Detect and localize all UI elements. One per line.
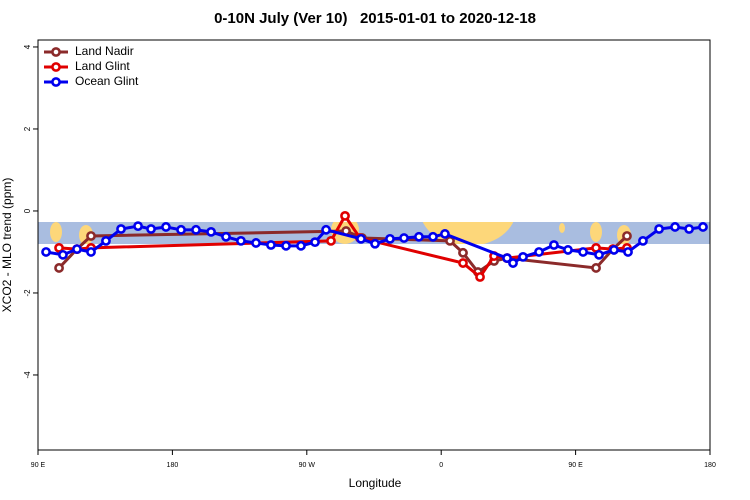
- point: [623, 247, 633, 257]
- x-tick-label: 0: [439, 462, 443, 469]
- point: [518, 251, 528, 262]
- point: [563, 245, 573, 255]
- x-tick-label: 180: [704, 462, 716, 469]
- legend-marker: [51, 62, 61, 72]
- y-tick-label: -4: [23, 371, 32, 379]
- point: [326, 235, 336, 246]
- chart-title: 0-10N July (Ver 10) 2015-01-01 to 2020-1…: [214, 10, 536, 27]
- point: [72, 244, 82, 254]
- point: [310, 237, 320, 248]
- point: [458, 258, 468, 268]
- point: [236, 235, 246, 246]
- point: [534, 247, 544, 257]
- point: [251, 238, 261, 248]
- point: [591, 263, 601, 273]
- point: [101, 235, 111, 246]
- legend-marker: [51, 47, 61, 57]
- point: [191, 224, 201, 235]
- x-tick-label: 90 E: [31, 462, 46, 469]
- point: [440, 229, 450, 239]
- legend-label: Land Glint: [75, 59, 130, 73]
- point: [86, 231, 96, 241]
- x-tick-label: 90 W: [299, 462, 316, 469]
- point: [54, 242, 64, 253]
- y-tick-label: 2: [23, 126, 32, 131]
- point: [321, 224, 331, 235]
- point: [385, 233, 395, 244]
- point: [609, 245, 619, 255]
- point: [281, 240, 291, 251]
- point: [266, 240, 276, 250]
- point: [399, 233, 409, 243]
- point: [54, 263, 64, 273]
- point: [161, 222, 171, 232]
- point: [698, 222, 708, 232]
- point: [670, 222, 680, 232]
- map-background: [38, 222, 710, 244]
- x-tick-label: 180: [167, 462, 179, 469]
- y-axis-label: XCO2 - MLO trend (ppm): [0, 178, 14, 313]
- point: [475, 272, 485, 282]
- x-tick-label: 90 E: [568, 462, 583, 469]
- point: [86, 247, 96, 257]
- point: [654, 224, 664, 234]
- point: [622, 231, 632, 241]
- legend-marker: [51, 77, 61, 87]
- x-axis-label: Longitude: [349, 476, 402, 490]
- plot-frame: [37, 39, 711, 451]
- point: [176, 224, 186, 235]
- point: [340, 210, 350, 221]
- point: [414, 231, 424, 242]
- point: [594, 249, 604, 260]
- point: [41, 247, 51, 257]
- point: [356, 233, 366, 244]
- point: [370, 238, 380, 249]
- legend-label: Land Nadir: [75, 44, 134, 58]
- point: [549, 240, 559, 250]
- point: [146, 224, 156, 234]
- point: [206, 226, 216, 237]
- point: [428, 231, 438, 242]
- point: [578, 247, 588, 257]
- point: [684, 224, 694, 234]
- point: [508, 258, 518, 268]
- y-tick-label: 0: [23, 208, 32, 213]
- y-tick-label: -2: [23, 289, 32, 297]
- y-tick-label: 4: [23, 44, 32, 49]
- point: [133, 221, 143, 232]
- point: [116, 224, 126, 234]
- point: [458, 247, 468, 258]
- point: [502, 253, 512, 264]
- point: [638, 235, 648, 246]
- legend-label: Ocean Glint: [75, 74, 139, 88]
- point: [58, 249, 68, 260]
- point: [296, 240, 306, 251]
- point: [221, 231, 231, 242]
